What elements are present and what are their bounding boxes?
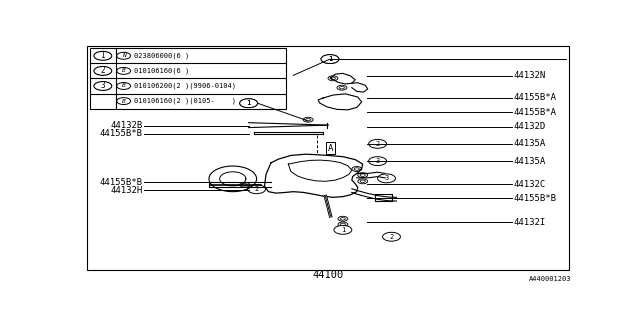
Circle shape	[358, 173, 367, 178]
Circle shape	[248, 185, 266, 194]
Circle shape	[360, 174, 365, 176]
Text: 3: 3	[385, 175, 388, 181]
Circle shape	[94, 52, 112, 60]
Circle shape	[339, 86, 344, 89]
Circle shape	[240, 182, 250, 187]
Circle shape	[306, 118, 310, 121]
Circle shape	[240, 99, 257, 108]
Circle shape	[369, 140, 387, 148]
Circle shape	[240, 99, 257, 108]
Text: 3: 3	[376, 158, 380, 164]
Text: 2: 2	[389, 234, 394, 240]
Circle shape	[338, 222, 348, 227]
Circle shape	[378, 174, 396, 183]
Circle shape	[330, 77, 335, 80]
Text: B: B	[122, 84, 125, 89]
Text: 44132I: 44132I	[513, 218, 545, 227]
Text: 44100: 44100	[312, 270, 344, 280]
Text: 44132B: 44132B	[111, 121, 143, 130]
Text: B: B	[122, 99, 125, 104]
Text: 010106160(6 ): 010106160(6 )	[134, 68, 189, 74]
Circle shape	[360, 180, 365, 182]
Text: 1: 1	[246, 100, 251, 106]
Circle shape	[321, 55, 339, 64]
Text: 44155B*B: 44155B*B	[100, 178, 143, 187]
Text: 44135A: 44135A	[513, 156, 545, 166]
Text: 44135A: 44135A	[513, 139, 545, 148]
Text: B: B	[122, 68, 125, 73]
Text: 2: 2	[100, 66, 105, 76]
Circle shape	[358, 179, 367, 184]
Bar	[90, 48, 286, 108]
Circle shape	[303, 117, 313, 122]
Circle shape	[338, 216, 348, 221]
Text: N: N	[122, 53, 125, 58]
Text: 3: 3	[100, 82, 105, 91]
Circle shape	[328, 76, 338, 81]
Text: A: A	[328, 144, 333, 153]
Text: 1: 1	[328, 56, 332, 62]
Circle shape	[355, 168, 359, 170]
Text: 2: 2	[376, 141, 380, 147]
Circle shape	[116, 83, 131, 89]
Text: 023806000(6 ): 023806000(6 )	[134, 52, 189, 59]
Circle shape	[116, 68, 131, 74]
Text: 44155B*B: 44155B*B	[100, 129, 143, 138]
Circle shape	[116, 98, 131, 105]
Circle shape	[116, 52, 131, 59]
Text: 1: 1	[340, 227, 345, 233]
Text: 1: 1	[100, 51, 105, 60]
Circle shape	[334, 225, 352, 234]
Circle shape	[242, 184, 247, 186]
Circle shape	[321, 55, 339, 64]
Text: 2: 2	[255, 186, 259, 192]
Text: 010106200(2 )(9906-0104): 010106200(2 )(9906-0104)	[134, 83, 236, 89]
Circle shape	[352, 166, 362, 172]
Circle shape	[369, 157, 387, 165]
Text: 44132N: 44132N	[513, 71, 545, 80]
Text: 44132C: 44132C	[513, 180, 545, 189]
Text: A440001203: A440001203	[529, 276, 571, 282]
Circle shape	[340, 218, 346, 220]
Text: 44132D: 44132D	[513, 122, 545, 131]
Text: 44155B*A: 44155B*A	[513, 93, 556, 102]
Circle shape	[340, 223, 346, 226]
Text: 010106160(2 )(0105-    ): 010106160(2 )(0105- )	[134, 98, 236, 104]
Text: 44155B*A: 44155B*A	[513, 108, 556, 117]
Circle shape	[94, 67, 112, 75]
Text: 1: 1	[246, 100, 251, 106]
Circle shape	[94, 82, 112, 91]
Circle shape	[383, 232, 401, 241]
Text: 44155B*B: 44155B*B	[513, 194, 556, 203]
Circle shape	[337, 85, 347, 90]
Text: 1: 1	[328, 56, 332, 62]
Text: 44132H: 44132H	[111, 186, 143, 195]
